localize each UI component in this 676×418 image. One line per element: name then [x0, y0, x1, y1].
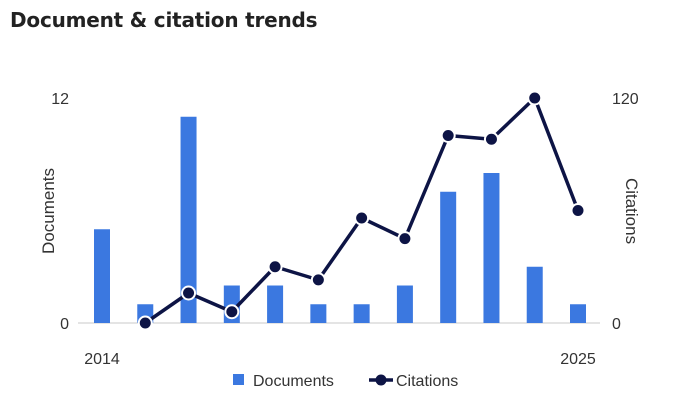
citations-point-2024: [527, 90, 543, 106]
legend: Documents Citations: [233, 373, 458, 390]
left-tick-max: 12: [51, 91, 69, 108]
left-axis-label: Documents: [39, 168, 58, 254]
right-tick-min: 0: [612, 316, 621, 333]
legend-citations-label: Citations: [396, 373, 458, 390]
documents-bar-2025: [570, 304, 586, 323]
documents-bar-2022: [440, 191, 457, 323]
chart-title: Document & citation trends: [10, 8, 318, 32]
legend-documents-swatch: [233, 374, 244, 385]
documents-bars: [94, 116, 586, 323]
documents-bar-2016: [180, 116, 197, 323]
right-axis-label: Citations: [622, 178, 641, 244]
citations-point-2017: [224, 304, 240, 320]
citations-point-2016: [181, 285, 197, 301]
citations-point-2018: [267, 259, 283, 275]
citations-point-2020: [354, 210, 370, 226]
left-tick-min: 0: [60, 316, 69, 333]
documents-bar-2014: [94, 229, 110, 323]
x-tick-last: 2025: [560, 351, 596, 368]
documents-bar-2018: [267, 285, 284, 323]
x-tick-first: 2014: [84, 351, 120, 368]
citations-line: [137, 90, 586, 331]
citations-point-2025: [570, 203, 586, 218]
legend-documents-label: Documents: [253, 373, 334, 390]
documents-bar-2019: [310, 304, 327, 323]
documents-bar-2020: [353, 304, 370, 323]
legend-citations-marker: [375, 374, 387, 386]
documents-bar-2024: [526, 266, 543, 323]
right-tick-max: 120: [612, 91, 639, 108]
citations-point-2019: [310, 272, 326, 288]
citations-point-2022: [440, 128, 456, 143]
citations-point-2015: [137, 315, 153, 331]
documents-bar-2023: [483, 173, 500, 323]
citations-point-2021: [397, 231, 413, 247]
citations-point-2023: [483, 131, 499, 147]
axes: 12 0 120 0 Documents Citations 2014 2025: [39, 91, 641, 368]
documents-bar-2021: [396, 285, 413, 323]
